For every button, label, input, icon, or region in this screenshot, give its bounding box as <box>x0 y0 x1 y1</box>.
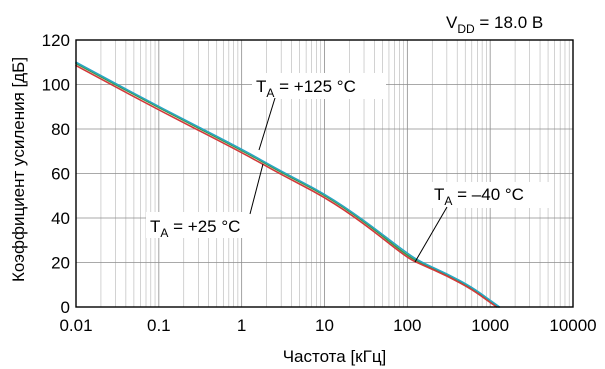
svg-text:TA = +25 °C: TA = +25 °C <box>150 217 240 240</box>
annotation-minus40-text: = –40 °C <box>452 185 524 204</box>
plot-frame <box>75 39 574 308</box>
annotation-minus40-main: T <box>434 185 444 204</box>
x-tick-label: 0.01 <box>59 316 92 335</box>
annotation-minus40: TA = –40 °C <box>414 182 554 263</box>
annotation-plus125-text: = +125 °C <box>274 77 355 96</box>
supply-voltage-main: V <box>446 13 458 32</box>
annotation-plus125-sub: A <box>266 86 274 100</box>
x-tick-label: 10000 <box>549 316 596 335</box>
annotation-minus40-sub: A <box>444 194 452 208</box>
leader-minus40 <box>414 206 448 263</box>
annotation-plus125-main: T <box>256 77 266 96</box>
leader-plus25 <box>249 163 264 215</box>
supply-voltage-value: = 18.0 В <box>475 13 544 32</box>
y-tick-label: 80 <box>51 120 70 139</box>
series-line-plus25 <box>75 62 499 308</box>
y-tick-label: 20 <box>51 254 70 273</box>
x-tick-label: 100 <box>393 316 421 335</box>
supply-voltage-sub: DD <box>457 22 475 36</box>
y-axis-title: Коэффициент усиления [дБ] <box>9 57 28 282</box>
x-axis-title: Частота [кГц] <box>283 347 387 366</box>
series-lines <box>75 61 501 308</box>
y-tick-label: 0 <box>61 298 70 317</box>
series-line-plus125 <box>75 61 501 308</box>
y-tick-label: 40 <box>51 209 70 228</box>
grid-lines <box>75 39 574 308</box>
annotation-plus25-sub: A <box>160 226 168 240</box>
y-tick-labels: 0 20 40 60 80 100 120 <box>42 31 70 317</box>
supply-voltage-label: VDD = 18.0 В <box>446 13 543 36</box>
series-line-minus40 <box>75 64 498 308</box>
x-tick-label: 1000 <box>471 316 509 335</box>
annotation-plus125: TA = +125 °C <box>252 73 386 151</box>
annotation-plus25: TA = +25 °C <box>146 163 266 240</box>
y-tick-label: 60 <box>51 165 70 184</box>
x-tick-labels: 0.01 0.1 1 10 100 1000 10000 <box>59 316 596 335</box>
leader-plus125 <box>258 97 276 151</box>
x-tick-label: 10 <box>315 316 334 335</box>
annotation-plus25-text: = +25 °C <box>168 217 240 236</box>
x-tick-label: 0.1 <box>147 316 171 335</box>
x-tick-label: 1 <box>237 316 246 335</box>
svg-text:TA = +125 °C: TA = +125 °C <box>256 77 356 100</box>
y-tick-label: 120 <box>42 31 70 50</box>
annotation-plus25-main: T <box>150 217 160 236</box>
svg-text:TA = –40 °C: TA = –40 °C <box>434 185 524 208</box>
y-tick-label: 100 <box>42 76 70 95</box>
